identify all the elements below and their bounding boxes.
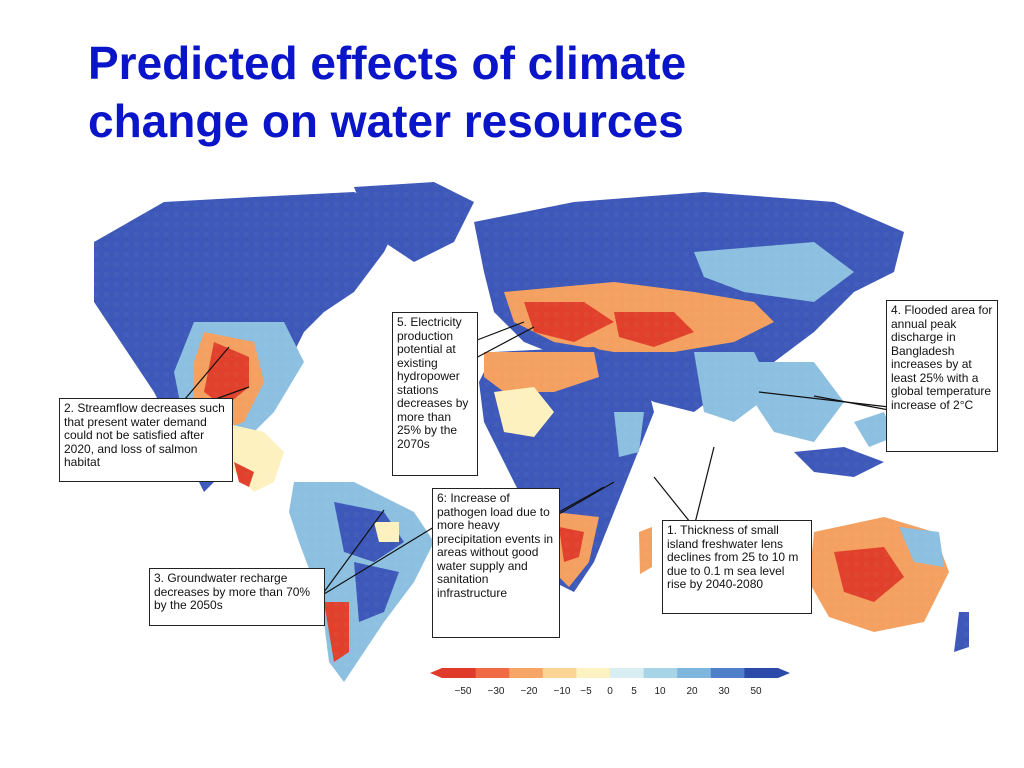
callout-5: 5. Electricity production potential at e…: [392, 312, 478, 476]
legend-swatch: [542, 668, 577, 678]
legend-swatch: [710, 668, 745, 678]
legend-swatch: [643, 668, 678, 678]
legend-tick-0: −50: [454, 686, 472, 697]
page-title: Predicted effects of climate change on w…: [88, 34, 988, 150]
legend-tick-8: 20: [686, 686, 698, 697]
legend-swatch: [744, 668, 779, 678]
color-scale-legend: −50 −30 −20 −10 −5 0 5 10 20 30 50: [430, 668, 790, 708]
world-map: 1. Thickness of small island freshwater …: [54, 182, 1004, 702]
callout-leaders: [173, 321, 890, 595]
legend-swatches: [442, 668, 779, 678]
legend-tick-10: 50: [750, 686, 762, 697]
legend-tick-7: 10: [654, 686, 666, 697]
legend-arrow-right: [778, 668, 790, 678]
legend-tick-6: 5: [631, 686, 637, 697]
callout-1: 1. Thickness of small island freshwater …: [662, 520, 812, 614]
legend-tick-4: −5: [580, 686, 592, 697]
legend-swatch: [610, 668, 645, 678]
callout-3: 3. Groundwater recharge decreases by mor…: [149, 568, 325, 626]
callout-4: 4. Flooded area for annual peak discharg…: [886, 300, 998, 452]
legend-arrow-left: [430, 668, 442, 678]
title-line-1: Predicted effects of climate: [88, 37, 687, 89]
callout-2: 2. Streamflow decreases such that presen…: [59, 398, 233, 482]
legend-tick-3: −10: [553, 686, 571, 697]
legend-tick-2: −20: [520, 686, 538, 697]
legend-tick-1: −30: [487, 686, 505, 697]
legend-swatch: [677, 668, 712, 678]
legend-tick-5: 0: [607, 686, 613, 697]
legend-swatch: [576, 668, 611, 678]
legend-color-bar: [430, 668, 790, 678]
title-line-2: change on water resources: [88, 95, 684, 147]
legend-tick-9: 30: [718, 686, 730, 697]
legend-swatch: [475, 668, 510, 678]
legend-swatch: [442, 668, 477, 678]
callout-6: 6: Increase of pathogen load due to more…: [432, 488, 560, 638]
legend-swatch: [509, 668, 544, 678]
